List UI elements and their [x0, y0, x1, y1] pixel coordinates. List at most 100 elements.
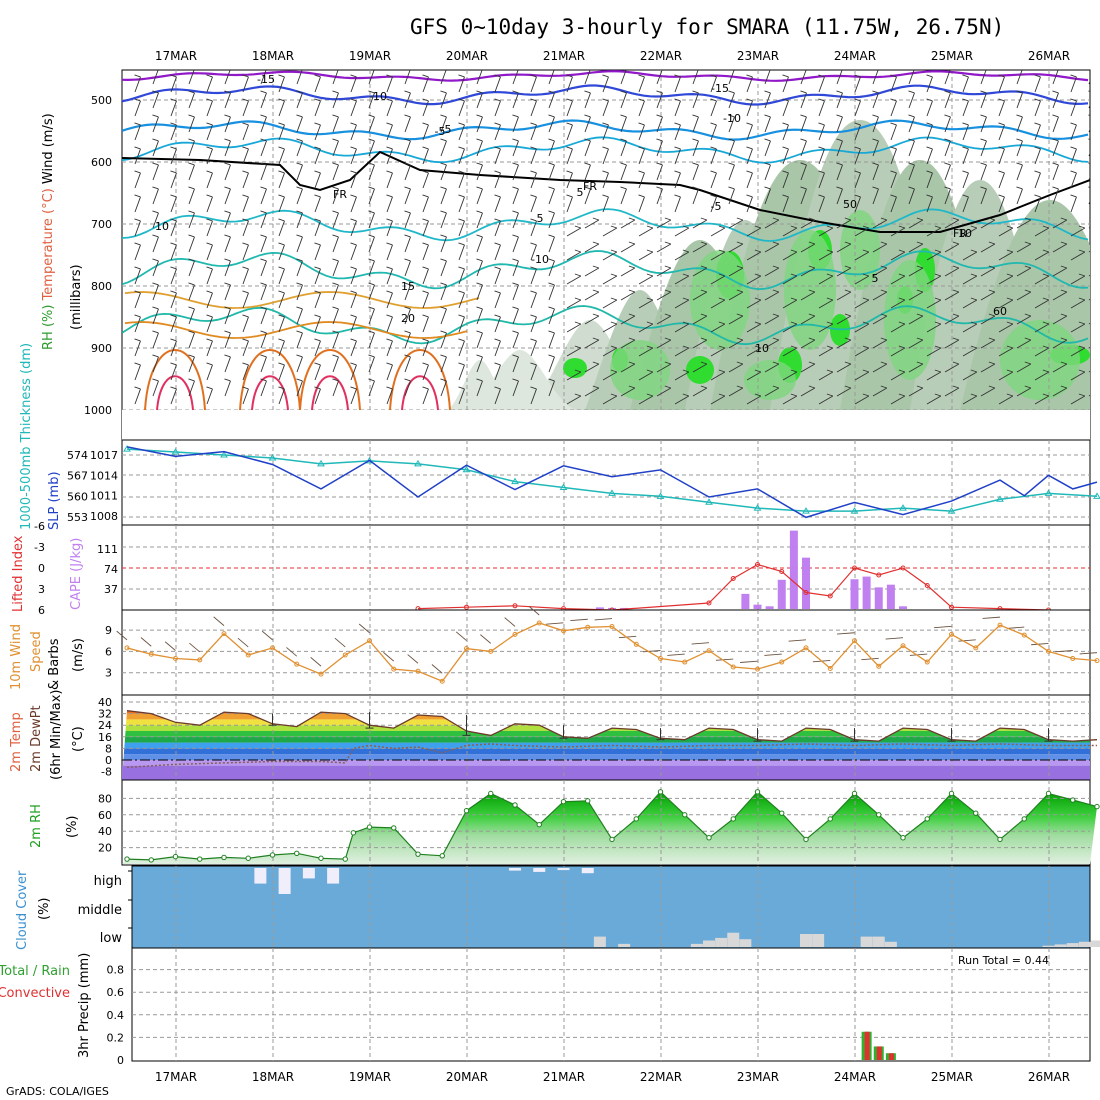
wind-speed-marker: [876, 663, 882, 669]
date-label-top: 17MAR: [155, 49, 197, 63]
wind-barb-flag: [826, 321, 833, 325]
wind-barb-flag: [772, 361, 779, 365]
wind-barb: [962, 347, 978, 357]
wind-barb: [861, 657, 879, 661]
wind-barb: [404, 164, 411, 181]
wind-barb-flag: [224, 330, 231, 334]
wind-barb-flag: [952, 265, 959, 269]
wind-barb-flag: [610, 225, 617, 229]
wind-barb-flag: [790, 297, 797, 301]
wind-barb: [530, 100, 537, 117]
rh-marker: [488, 790, 494, 797]
wind-barb-flag: [700, 217, 707, 221]
wind-barb-flag: [458, 170, 465, 174]
thickness-marker: [462, 465, 471, 473]
wind-barb-flag: [574, 297, 581, 301]
wind-barb: [1088, 298, 1090, 301]
upper-ylabel-part: Wind (m/s): [41, 113, 56, 184]
wind-barb: [764, 653, 782, 656]
wind-barb: [404, 308, 411, 325]
wind-barb-flag: [386, 338, 393, 342]
wind-barb: [134, 124, 141, 141]
wind-barb-flag: [664, 241, 671, 245]
wind-barb: [1055, 650, 1073, 653]
rh-marker: [1070, 797, 1076, 803]
wind-barb: [1088, 151, 1090, 157]
wind-barb-flag: [548, 354, 555, 358]
wind-barb-flag: [224, 354, 231, 358]
wind-barb: [260, 284, 267, 301]
temperature-contours: [122, 70, 1090, 411]
wind-barb-flag: [728, 186, 735, 190]
wind-barb-flag: [314, 218, 321, 222]
wind-barb-flag: [872, 162, 879, 166]
precip-frame: [131, 947, 1091, 1062]
high-cloud-bar: [278, 868, 291, 894]
low-cloud-bar: [739, 939, 752, 947]
wind-barb: [458, 172, 465, 189]
temp-band: [122, 760, 1090, 766]
wind-barb-flag: [476, 234, 483, 238]
wind-barb: [1088, 370, 1090, 373]
wind-barb-flag: [296, 162, 303, 166]
cape-bar: [765, 606, 774, 609]
wind-barb: [242, 100, 249, 117]
wind-barb-flag: [764, 67, 770, 69]
wind-barb: [674, 100, 681, 117]
wind-barb-flag: [656, 90, 663, 94]
wind-barb: [116, 630, 128, 641]
li-marker: [949, 604, 954, 610]
wind-barb: [872, 291, 888, 301]
wind-barb-flag: [682, 225, 689, 229]
wind-barb-flag: [458, 266, 465, 270]
wind-barb-flag: [826, 345, 833, 349]
wind-barb-flag: [188, 306, 195, 310]
isotherm: [122, 250, 1089, 291]
wind-barb: [206, 292, 213, 309]
wind-barb: [584, 387, 600, 397]
wind-barb: [188, 260, 195, 277]
cape-bar: [789, 530, 798, 609]
thickness-ytick: 560: [67, 490, 88, 503]
wind-speed-marker: [585, 624, 591, 630]
wind-barb-flag: [458, 242, 465, 246]
wind-barb-flag: [422, 314, 429, 318]
wind-barb: [764, 291, 780, 301]
wind-barb-flag: [494, 194, 501, 198]
wind-barb: [566, 100, 573, 117]
wind-barb: [458, 316, 465, 333]
li-marker: [706, 600, 712, 606]
wind-barb: [188, 332, 195, 349]
wind-speed-marker: [464, 646, 469, 652]
wind-barb-flag: [1052, 90, 1059, 94]
wind-barb-flag: [718, 345, 725, 349]
wind-barb: [566, 124, 573, 141]
wind-ylabel-unit: (m/s): [71, 638, 86, 672]
wind-barb-flag: [728, 114, 735, 118]
wind-barb: [908, 92, 915, 109]
temp-ytick: 8: [105, 742, 112, 755]
wind-barb-flag: [844, 385, 851, 389]
wind-barb-flag: [826, 297, 833, 301]
wind-barb: [368, 92, 375, 109]
wind-barb-flag: [674, 98, 681, 102]
wind-barb: [332, 308, 339, 325]
wind-barb: [314, 364, 321, 381]
wind-barb-flag: [332, 162, 339, 166]
wind-barb-flag: [404, 67, 410, 69]
wind-barb: [710, 323, 726, 333]
wind-barb-flag: [592, 265, 599, 269]
wind-barb: [1016, 140, 1023, 157]
wind-barb-flag: [476, 162, 483, 166]
wind-barb-flag: [656, 114, 663, 118]
wind-barb-flag: [718, 225, 725, 229]
contour-label: -15: [711, 82, 729, 95]
wind-barb-flag: [862, 345, 869, 349]
wind-barb: [980, 188, 987, 205]
wind-barb-flag: [458, 218, 465, 222]
wind-barb: [584, 291, 600, 301]
wind-barb-flag: [836, 162, 843, 166]
wind-barb-flag: [1060, 217, 1067, 221]
wind-barb-flag: [242, 122, 249, 126]
wind-barb: [260, 70, 267, 85]
